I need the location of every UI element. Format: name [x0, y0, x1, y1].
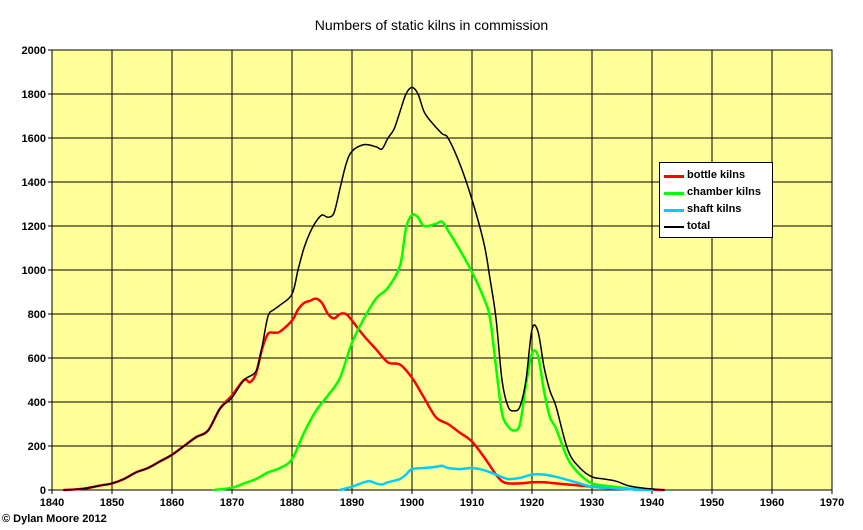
y-tick-label-200: 200 [28, 441, 46, 453]
series-line-chamber-kilns [212, 213, 642, 492]
legend-item-shaft-kilns: shaft kilns [664, 201, 772, 219]
y-tick-label-600: 600 [28, 353, 46, 365]
x-tick-label-1940: 1940 [640, 497, 664, 509]
legend-item-total: total [664, 218, 772, 236]
x-tick-label-1930: 1930 [580, 497, 604, 509]
legend-label-total: total [687, 220, 711, 232]
x-tick-label-1960: 1960 [760, 497, 784, 509]
x-tick-label-1910: 1910 [460, 497, 484, 509]
y-tick-label-1400: 1400 [22, 177, 46, 189]
series-line-total [63, 86, 665, 491]
x-tick-label-1860: 1860 [160, 497, 184, 509]
legend-label-chamber-kilns: chamber kilns [687, 186, 761, 198]
x-tick-label-1900: 1900 [400, 497, 424, 509]
legend-item-chamber-kilns: chamber kilns [664, 184, 772, 202]
y-tick-label-1200: 1200 [22, 221, 46, 233]
legend-item-bottle-kilns: bottle kilns [664, 167, 772, 185]
y-tick-label-0: 0 [40, 485, 46, 497]
y-tick-label-2000: 2000 [22, 45, 46, 57]
legend-swatch-chamber-kilns [664, 192, 684, 195]
legend-label-shaft-kilns: shaft kilns [687, 203, 742, 215]
x-tick-label-1970: 1970 [820, 497, 844, 509]
series-line-shaft-kilns [338, 464, 654, 492]
legend: bottle kilns chamber kilns shaft kilns t… [659, 162, 773, 238]
legend-swatch-shaft-kilns [664, 209, 684, 212]
x-tick-label-1920: 1920 [520, 497, 544, 509]
x-tick-label-1950: 1950 [700, 497, 724, 509]
x-tick-label-1870: 1870 [220, 497, 244, 509]
legend-swatch-bottle-kilns [664, 175, 684, 178]
y-tick-label-1000: 1000 [22, 265, 46, 277]
x-tick-label-1880: 1880 [280, 497, 304, 509]
y-tick-label-400: 400 [28, 397, 46, 409]
chart-title: Numbers of static kilns in commission [314, 17, 549, 33]
y-tick-label-800: 800 [28, 309, 46, 321]
y-tick-label-1800: 1800 [22, 89, 46, 101]
copyright-notice: © Dylan Moore 2012 [2, 513, 107, 525]
legend-label-bottle-kilns: bottle kilns [687, 169, 746, 181]
x-tick-label-1840: 1840 [40, 497, 64, 509]
y-tick-label-1600: 1600 [22, 133, 46, 145]
legend-swatch-total [664, 226, 684, 228]
x-tick-label-1850: 1850 [100, 497, 124, 509]
x-tick-label-1890: 1890 [340, 497, 364, 509]
